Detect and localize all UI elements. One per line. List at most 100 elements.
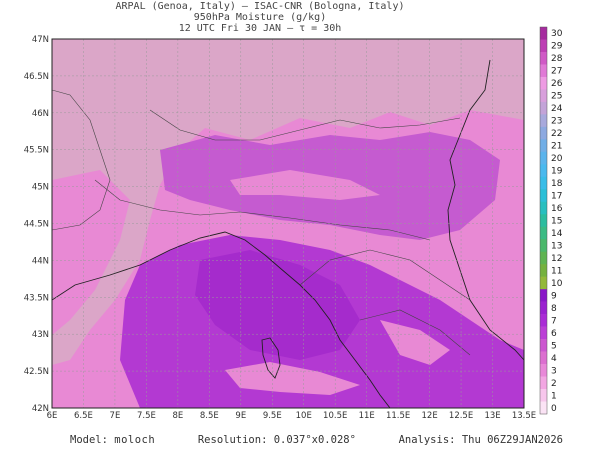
colorbar-swatch <box>540 214 547 228</box>
latitude-tick-label: 47N <box>32 35 49 45</box>
longitude-tick-label: 6E <box>47 411 58 421</box>
colorbar-swatch <box>540 101 547 115</box>
latitude-tick-label: 45.5N <box>24 146 49 156</box>
field-streak-3 <box>380 320 450 365</box>
title-line-2: 950hPa Moisture (g/kg) <box>193 12 327 23</box>
colorbar-level-label: 23 <box>551 117 562 127</box>
field-wettest-core <box>195 250 360 360</box>
colorbar-level-label: 28 <box>551 54 563 64</box>
coastlines <box>52 59 524 408</box>
model-value: moloch <box>114 434 156 446</box>
colorbar-level-label: 9 <box>551 291 557 301</box>
colorbar-swatch <box>540 276 547 290</box>
colorbar-swatch <box>540 139 547 153</box>
longitude-tick-label: 7E <box>110 411 121 421</box>
colorbar-swatch <box>540 114 547 128</box>
field-dry-alps <box>52 39 524 365</box>
latitude-tick-label: 44N <box>32 256 49 266</box>
colorbar-swatch <box>540 264 547 277</box>
colorbar-level-label: 30 <box>551 29 563 39</box>
colorbar-level-label: 25 <box>551 92 562 102</box>
longitude-tick-label: 9E <box>235 411 246 421</box>
colorbar-level-label: 1 <box>551 391 557 401</box>
longitude-tick-label: 13E <box>484 411 500 421</box>
colorbar-level-label: 26 <box>551 79 563 89</box>
colorbar-level-label: 17 <box>551 192 562 202</box>
longitude-tick-label: 11.5E <box>386 411 410 421</box>
colorbar-level-label: 10 <box>551 279 563 289</box>
colorbar-swatch <box>540 76 547 90</box>
map-frame <box>51 38 525 409</box>
latitude-tick-label: 44.5N <box>24 220 49 230</box>
longitude-axis: 6E 6.5E 7E 7.5E 8E 8.5E 9E 9.5E 10E 10.5E 11E 11.5E… <box>47 411 537 421</box>
footer: Model: moloch Resolution: 0.037°x0.028° … <box>70 434 563 446</box>
colorbar-swatch <box>540 314 547 327</box>
colorbar-level-label: 22 <box>551 129 562 139</box>
longitude-tick-label: 12.5E <box>449 411 473 421</box>
resolution-value: 0.037°x0.028° <box>273 434 356 446</box>
latitude-tick-label: 42N <box>32 404 49 414</box>
latitude-tick-label: 46N <box>32 109 49 119</box>
colorbar-level-label: 11 <box>551 266 562 276</box>
colorbar-swatch <box>540 189 547 203</box>
longitude-tick-label: 6.5E <box>74 411 93 421</box>
colorbar-level-label: 2 <box>551 379 557 389</box>
colorbar-swatch <box>540 364 547 377</box>
colorbar-level-label: 27 <box>551 67 562 77</box>
colorbar: 3029282726252423222120191817161514131211… <box>539 26 563 415</box>
colorbar-swatch <box>540 239 547 253</box>
colorbar-level-label: 20 <box>551 154 563 164</box>
colorbar-swatch <box>540 39 547 53</box>
colorbar-swatch <box>540 376 547 390</box>
colorbar-swatch <box>540 289 547 302</box>
longitude-tick-label: 12E <box>422 411 438 421</box>
latitude-tick-label: 45N <box>32 183 49 193</box>
colorbar-level-label: 7 <box>551 316 557 326</box>
colorbar-level-label: 6 <box>551 329 557 339</box>
admin-borders <box>52 89 471 356</box>
colorbar-swatch <box>540 27 547 40</box>
colorbar-level-label: 19 <box>551 167 563 177</box>
longitude-tick-label: 13.5E <box>512 411 536 421</box>
colorbar-swatch <box>540 351 547 365</box>
latitude-tick-label: 43N <box>32 330 49 340</box>
longitude-tick-label: 8E <box>172 411 183 421</box>
longitude-tick-label: 7.5E <box>137 411 156 421</box>
colorbar-level-label: 29 <box>551 42 563 52</box>
colorbar-level-label: 14 <box>551 229 563 239</box>
colorbar-swatch <box>540 201 547 215</box>
latitude-tick-label: 42.5N <box>24 367 49 377</box>
colorbar-swatch <box>540 301 547 315</box>
colorbar-level-label: 4 <box>551 354 557 364</box>
colorbar-level-label: 13 <box>551 241 562 251</box>
field-mid-west <box>52 170 130 335</box>
field-streak-2 <box>225 362 360 395</box>
colorbar-level-label: 8 <box>551 304 557 314</box>
colorbar-level-label: 5 <box>551 341 557 351</box>
colorbar-level-label: 18 <box>551 179 563 189</box>
colorbar-level-label: 0 <box>551 404 557 414</box>
colorbar-level-label: 16 <box>551 204 563 214</box>
colorbar-swatch <box>540 64 547 78</box>
moisture-field <box>52 39 524 408</box>
longitude-tick-label: 10.5E <box>323 411 347 421</box>
latitude-tick-label: 46.5N <box>24 72 49 82</box>
colorbar-level-label: 3 <box>551 366 557 376</box>
colorbar-level-label: 15 <box>551 217 562 227</box>
latitude-axis: 47N 46.5N 46N 45.5N 45N 44.5N 44N 43.5N 43N 42.5N… <box>24 35 49 414</box>
colorbar-swatch <box>540 51 547 65</box>
colorbar-swatch <box>540 176 547 190</box>
colorbar-swatch <box>540 89 547 103</box>
analysis-label: Analysis: <box>398 434 456 446</box>
longitude-tick-label: 10E <box>296 411 312 421</box>
colorbar-frame <box>539 26 548 415</box>
title-line-1: ARPAL (Genoa, Italy) – ISAC-CNR (Bologna… <box>115 1 405 12</box>
colorbar-swatch <box>540 151 547 165</box>
lat-lon-grid <box>52 39 524 408</box>
latitude-tick-label: 43.5N <box>24 293 49 303</box>
colorbar-swatch <box>540 401 547 415</box>
longitude-tick-label: 8.5E <box>200 411 219 421</box>
colorbar-swatch <box>540 389 547 402</box>
colorbar-swatch <box>540 339 547 352</box>
